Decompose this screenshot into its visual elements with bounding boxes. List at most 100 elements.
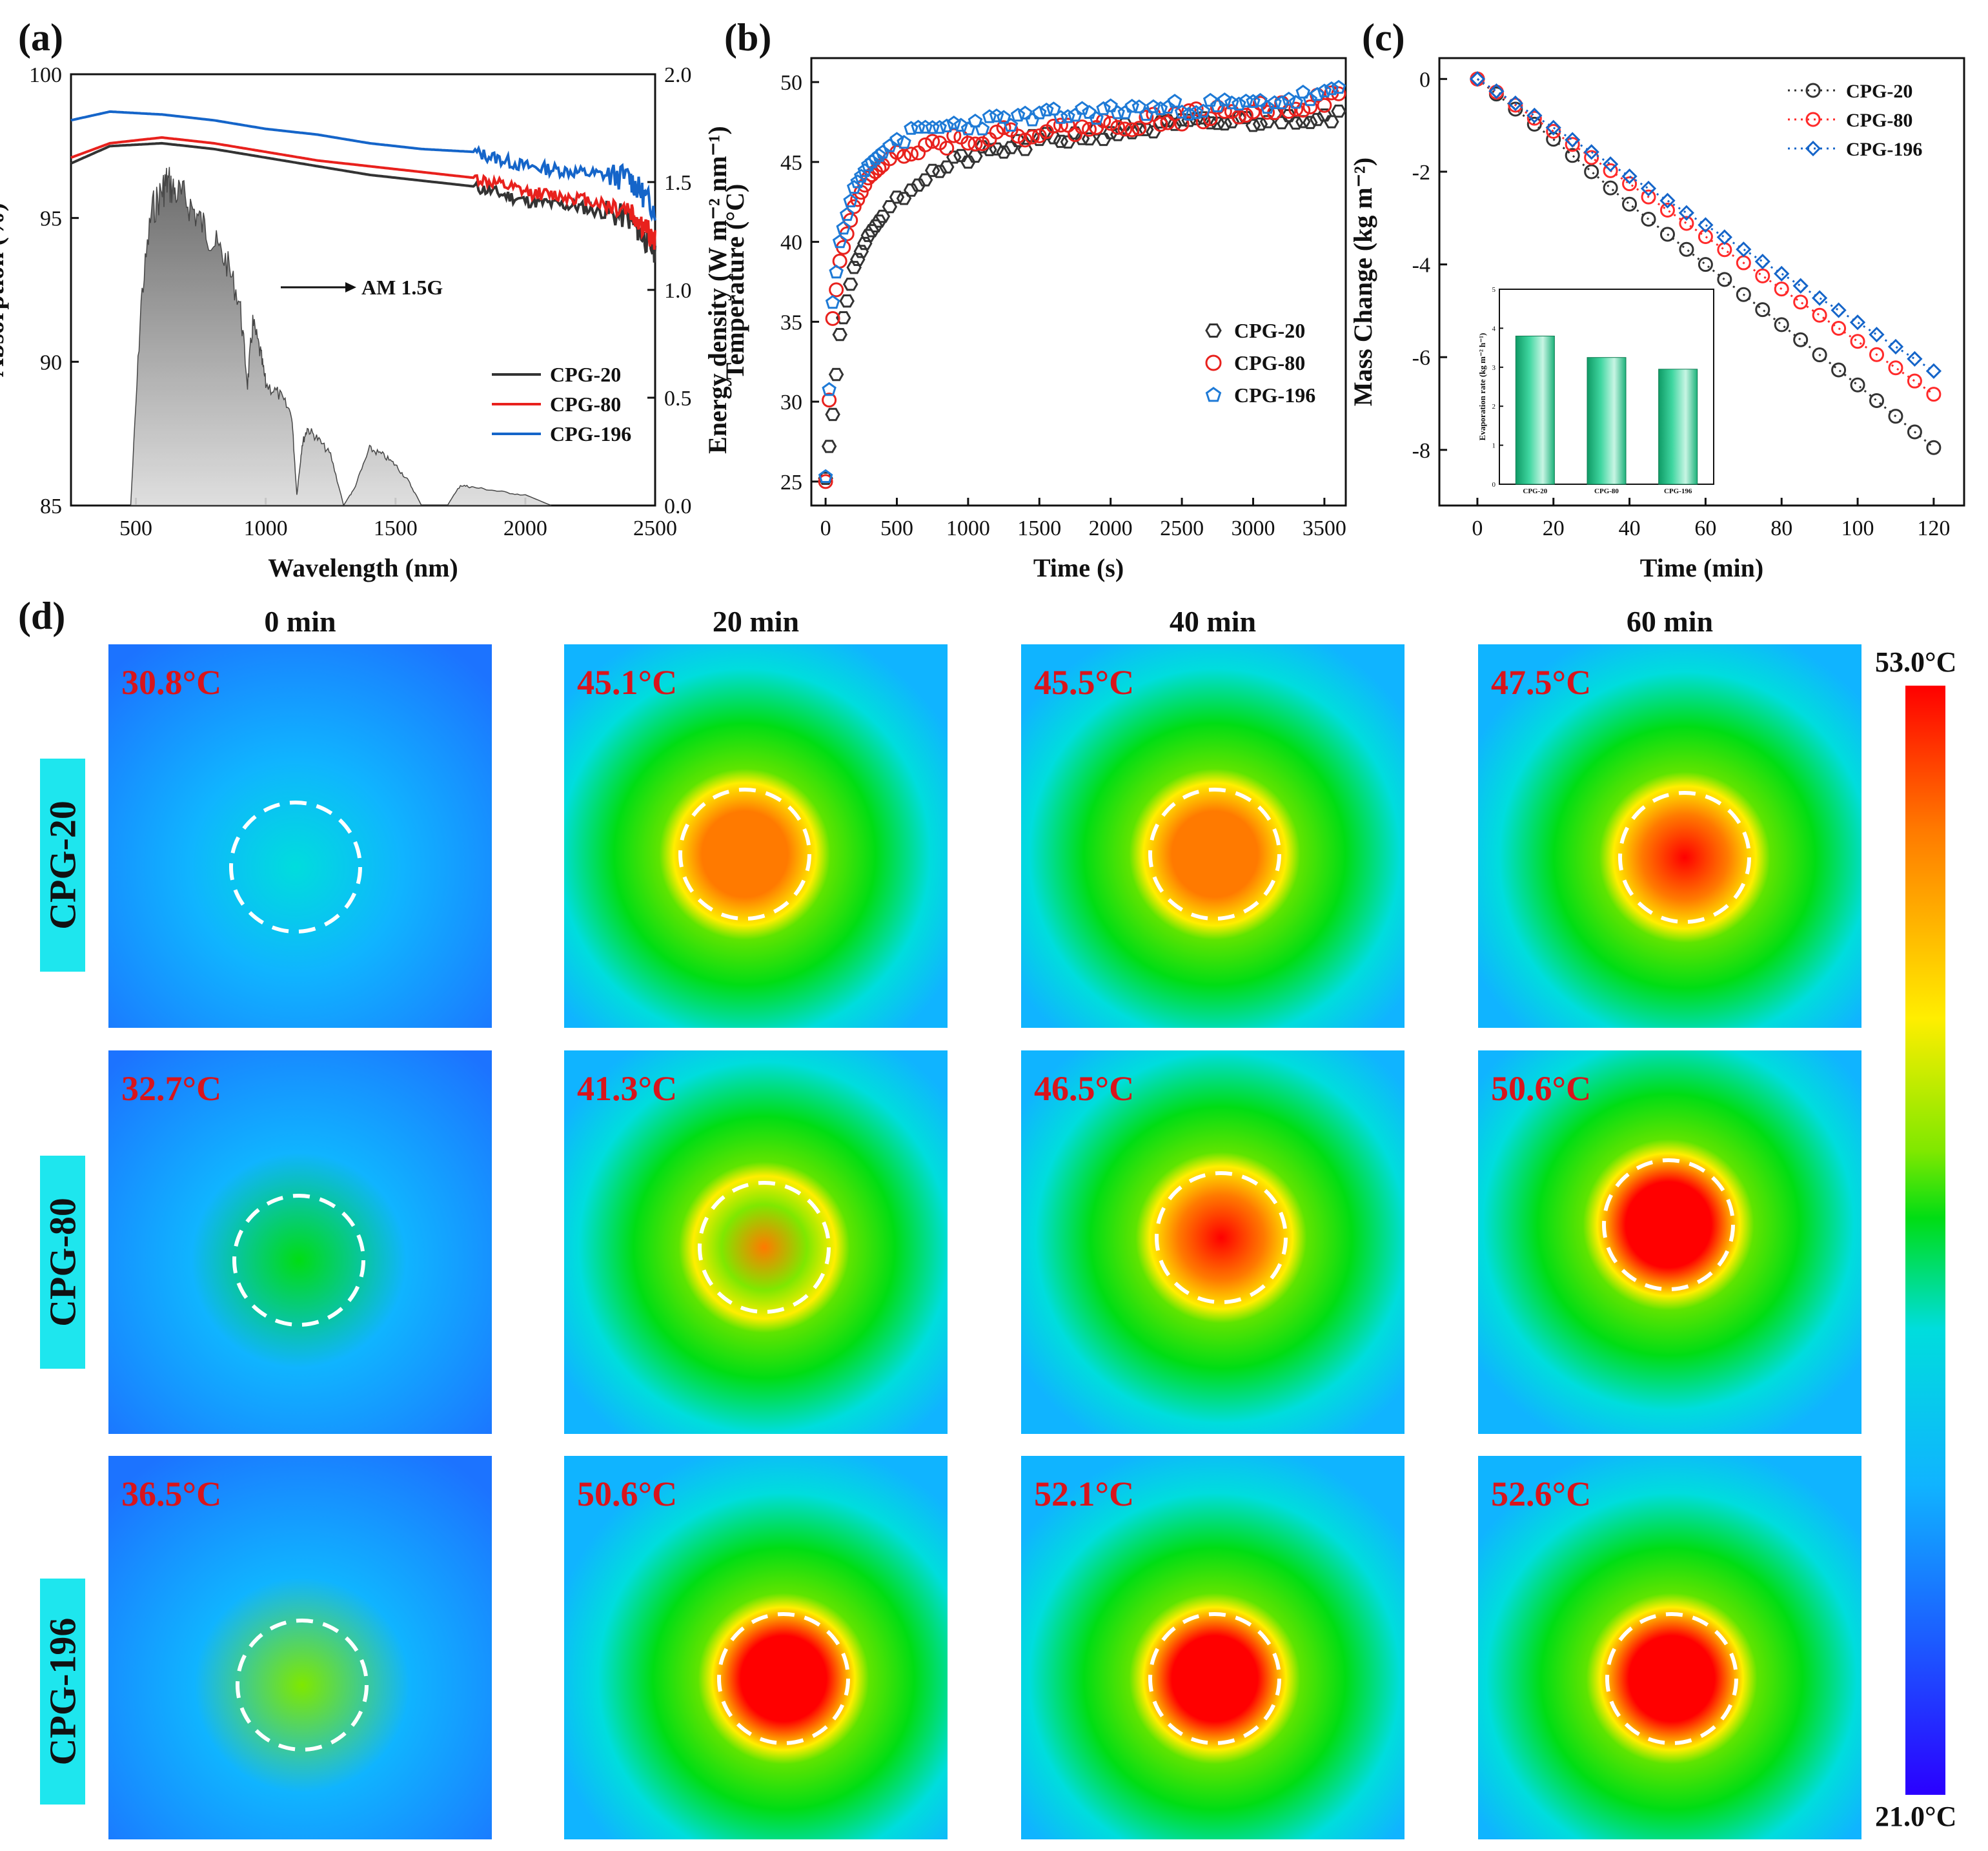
mass-point xyxy=(1755,268,1770,283)
max-temperature-label: 45.5°C xyxy=(1034,663,1135,702)
x-tick-label: 2500 xyxy=(633,516,677,540)
mass-point xyxy=(1527,110,1542,126)
temperature-point xyxy=(1202,111,1218,127)
inset-y-tick-label: 1 xyxy=(1492,442,1496,450)
thermal-map xyxy=(1478,644,1861,1028)
thermal-image-cpg-80-2: 46.5°C xyxy=(1021,1050,1405,1434)
temperature-point xyxy=(1253,96,1268,111)
thermal-image-cpg-196-3: 52.6°C xyxy=(1478,1456,1861,1839)
temperature-point xyxy=(1181,103,1197,119)
temperature-point xyxy=(1103,98,1118,112)
am15g-area xyxy=(130,167,552,507)
temperature-point xyxy=(868,151,883,165)
temperature-point xyxy=(829,264,844,279)
temperature-point xyxy=(1210,98,1225,112)
mass-point xyxy=(1621,168,1638,185)
temperature-point xyxy=(1017,105,1033,120)
temperature-point xyxy=(1324,115,1339,128)
thermal-map xyxy=(564,1456,948,1839)
inset-x-tick-label: CPG-20 xyxy=(1523,487,1547,495)
thermal-image-cpg-80-0: 32.7°C xyxy=(108,1050,492,1434)
temperature-point xyxy=(857,236,873,251)
x-tick-label: 120 xyxy=(1917,516,1950,540)
thermal-map xyxy=(108,1456,492,1839)
temperature-point xyxy=(822,382,837,396)
thermal-field xyxy=(564,1456,948,1839)
y-axis-label: Absorption (%) xyxy=(0,203,9,377)
panel-label-c: (c) xyxy=(1362,16,1405,59)
max-temperature-label: 47.5°C xyxy=(1491,663,1592,702)
panel-label-a: (a) xyxy=(18,16,63,59)
mass-point xyxy=(1812,307,1827,323)
temperature-point xyxy=(1303,116,1318,129)
mass-point xyxy=(1717,242,1732,258)
mass-point xyxy=(1907,424,1922,440)
x-axis-label: Wavelength (nm) xyxy=(268,553,458,582)
temperature-point xyxy=(871,148,887,162)
temperature-point xyxy=(1024,129,1040,145)
thermal-image-cpg-80-1: 41.3°C xyxy=(564,1050,948,1434)
temperature-point xyxy=(1039,102,1054,117)
sample-outline-circle xyxy=(698,1181,831,1314)
legend-label: CPG-196 xyxy=(550,422,631,445)
mass-point xyxy=(1907,351,1923,367)
temperature-point xyxy=(939,118,955,132)
mass-point xyxy=(1850,377,1865,393)
temperature-point xyxy=(1167,94,1182,108)
y2-tick-label: 1.0 xyxy=(664,279,692,303)
y-tick-label: 25 xyxy=(780,471,802,495)
sample-outline-circle xyxy=(1155,1171,1288,1304)
temperature-point xyxy=(1046,118,1061,134)
temperature-point xyxy=(1231,109,1246,125)
temperature-point xyxy=(832,234,847,249)
mass-point xyxy=(1850,334,1865,349)
mass-point xyxy=(1888,409,1903,424)
temperature-point xyxy=(1060,118,1075,133)
mass-point xyxy=(1811,290,1828,306)
temperature-point xyxy=(953,148,969,163)
temperature-point xyxy=(896,192,912,205)
mass-point xyxy=(1887,338,1904,355)
legend-marker xyxy=(1205,323,1222,338)
thermal-field xyxy=(108,1456,492,1839)
thermal-field xyxy=(1478,644,1861,1028)
temperature-point xyxy=(996,110,1011,124)
temperature-point xyxy=(925,134,940,149)
inset-y-tick-label: 5 xyxy=(1492,286,1496,294)
colorbar-max-label: 53.0°C xyxy=(1875,646,1957,678)
mass-point xyxy=(1774,317,1789,332)
x-tick-label: 60 xyxy=(1694,516,1716,540)
temperature-point xyxy=(904,121,918,135)
mass-point xyxy=(1907,373,1922,389)
temperature-point xyxy=(1024,112,1040,127)
row-tag-label: CPG-80 xyxy=(41,1198,84,1327)
row-tag-cpg-196: CPG-196 xyxy=(40,1579,85,1805)
temperature-point xyxy=(1131,121,1147,136)
temperature-point xyxy=(982,109,997,123)
inset-bar xyxy=(1658,369,1698,485)
temperature-point xyxy=(1032,105,1047,119)
thermal-field xyxy=(108,1050,492,1434)
y-tick-label: 45 xyxy=(780,151,802,175)
temperature-point xyxy=(903,183,919,197)
temperature-point xyxy=(854,169,869,183)
temperature-point xyxy=(1117,105,1133,119)
temperature-point xyxy=(1331,79,1346,94)
mass-point xyxy=(1469,71,1486,87)
temperature-point xyxy=(1110,119,1126,135)
max-temperature-label: 50.6°C xyxy=(577,1475,678,1513)
sample-outline-circle xyxy=(1602,1158,1735,1291)
y2-tick-label: 1.5 xyxy=(664,171,692,195)
sample-outline-circle xyxy=(1605,1612,1738,1745)
temperature-point xyxy=(846,179,862,194)
temperature-point xyxy=(897,148,912,164)
y2-tick-label: 0.0 xyxy=(664,495,692,518)
plot-frame xyxy=(810,57,1347,507)
temperature-point xyxy=(1103,116,1119,131)
column-title-20min: 20 min xyxy=(712,605,800,638)
temperature-point xyxy=(853,245,869,258)
inset-y-tick-label: 4 xyxy=(1492,325,1496,332)
legend-label: CPG-80 xyxy=(1234,351,1305,374)
chart-a: 500 1000 1500 2000 2500 85 90 95 100 Wavelength (… xyxy=(0,63,732,582)
